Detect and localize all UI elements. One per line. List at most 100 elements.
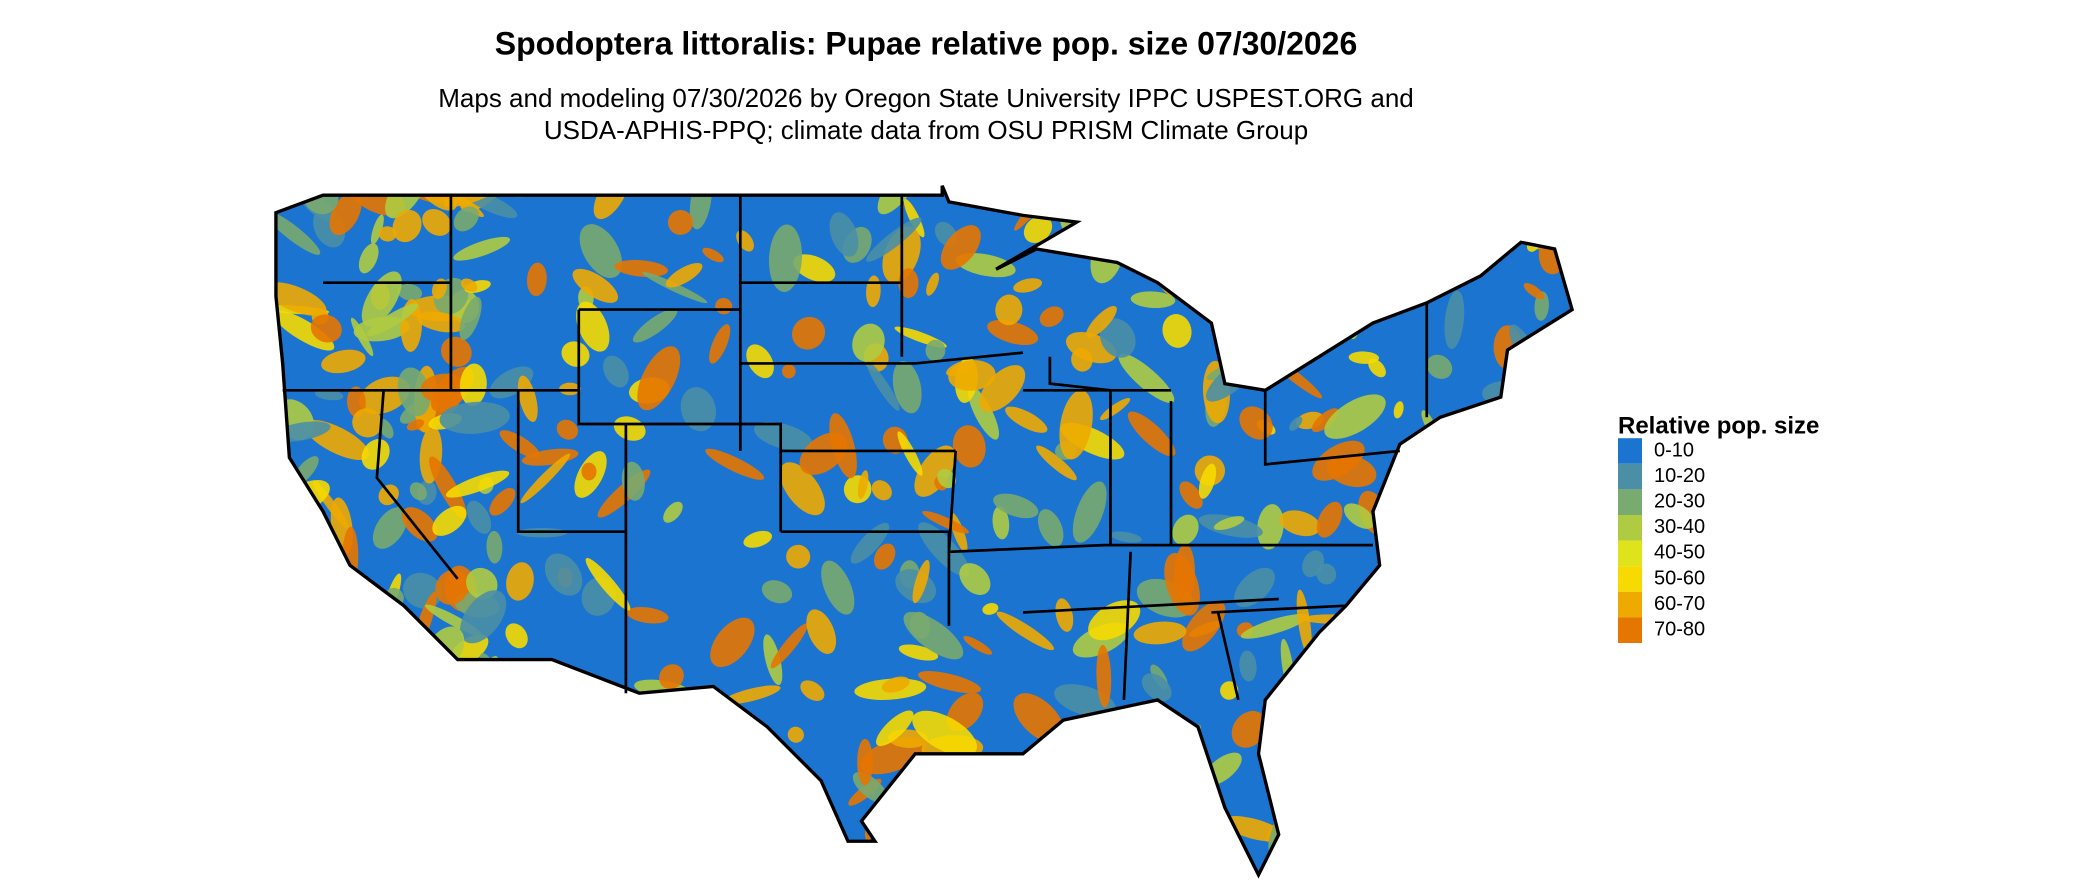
- map-patch: [481, 777, 522, 803]
- map-patch: [363, 703, 397, 740]
- map-patch: [275, 747, 327, 780]
- map-patch: [466, 500, 492, 534]
- map-patch: [1530, 527, 1562, 559]
- map-patch: [361, 439, 390, 470]
- map-patch: [937, 468, 956, 489]
- map-patch: [407, 742, 432, 762]
- map-patch: [787, 726, 804, 743]
- map-patch: [275, 210, 321, 255]
- map-patch: [1408, 620, 1426, 666]
- map-patch: [491, 833, 523, 858]
- map-patch: [918, 522, 970, 577]
- map-patch: [1520, 794, 1546, 820]
- map-patch: [1134, 199, 1152, 271]
- legend-swatch: [1618, 566, 1642, 592]
- map-patch: [1244, 191, 1289, 208]
- map-patch: [1239, 650, 1257, 682]
- map-patch: [944, 768, 975, 786]
- map-patch: [903, 198, 925, 238]
- map-patch: [799, 432, 848, 475]
- legend-swatch: [1618, 463, 1642, 490]
- map-patch: [1311, 408, 1339, 433]
- map-patch: [614, 259, 669, 277]
- map-patch: [866, 217, 922, 262]
- map-patch: [898, 644, 939, 661]
- map-patch: [632, 308, 678, 343]
- legend-swatch: [1618, 540, 1642, 567]
- map-patch: [797, 838, 824, 872]
- map-patch: [967, 386, 999, 440]
- map-patch: [415, 657, 439, 723]
- map-patch: [1312, 440, 1365, 481]
- map-patch: [308, 644, 342, 677]
- map-patch: [361, 271, 402, 327]
- map-patch: [1168, 185, 1189, 209]
- map-patch: [1130, 291, 1176, 309]
- map-patch: [416, 797, 449, 849]
- map-patch: [866, 361, 900, 411]
- map-patch: [1232, 274, 1252, 304]
- map-patch: [1514, 699, 1547, 722]
- map-patch: [1099, 397, 1131, 421]
- map-patch: [1086, 305, 1117, 338]
- map-patch: [444, 700, 459, 716]
- map-patch: [871, 480, 892, 501]
- map-patch: [455, 772, 466, 800]
- map-patch: [397, 283, 423, 301]
- map-patch: [390, 778, 412, 809]
- map-patch: [416, 782, 446, 798]
- map-patch: [436, 746, 451, 761]
- map-patch: [1368, 358, 1386, 378]
- legend-swatch: [1618, 489, 1642, 515]
- map-patch: [275, 510, 277, 535]
- map-patch: [786, 544, 811, 569]
- map-patch: [520, 453, 571, 504]
- map-patch: [642, 271, 708, 304]
- map-patch: [1430, 529, 1455, 551]
- map-patch: [472, 655, 500, 711]
- map-patch: [1240, 613, 1309, 639]
- map-patch: [1547, 660, 1573, 694]
- map-patch: [852, 323, 885, 362]
- map-patch: [429, 456, 467, 519]
- map-patch: [1473, 442, 1492, 459]
- map-patch: [621, 461, 645, 501]
- map-patch: [1288, 804, 1338, 839]
- map-patch: [761, 580, 793, 604]
- map-patch: [659, 664, 684, 690]
- map-patch: [1426, 354, 1453, 379]
- map-patch: [705, 448, 765, 480]
- map-patch: [1296, 589, 1312, 656]
- map-patch: [1350, 201, 1371, 227]
- map-patch: [850, 522, 890, 564]
- map-patch: [476, 769, 509, 836]
- map-patch: [366, 303, 419, 337]
- map-patch: [1390, 238, 1415, 292]
- map-patch: [1477, 850, 1503, 871]
- map-patch: [1222, 816, 1285, 842]
- map-patch: [987, 319, 1039, 346]
- map-patch: [445, 470, 510, 498]
- map-patch: [853, 841, 882, 875]
- map-patch: [768, 224, 803, 292]
- map-patch: [409, 482, 427, 501]
- map-patch: [352, 408, 383, 438]
- map-patch: [1179, 481, 1203, 509]
- map-patch: [1099, 318, 1136, 358]
- map-patch: [453, 236, 511, 261]
- map-patch: [702, 247, 724, 263]
- map-patch: [873, 543, 896, 570]
- map-patch: [1440, 576, 1469, 613]
- legend-swatch: [1618, 438, 1642, 464]
- map-patch: [1481, 520, 1525, 552]
- map-patch: [907, 768, 942, 802]
- map-patch: [1162, 314, 1192, 348]
- map-patch: [1534, 291, 1549, 321]
- map-fill: [275, 185, 1573, 875]
- map-patch: [734, 748, 761, 777]
- legend-label: 60-70: [1654, 593, 1705, 615]
- map-patch: [1553, 319, 1573, 352]
- map-patch: [460, 278, 478, 292]
- map-patch: [503, 678, 532, 721]
